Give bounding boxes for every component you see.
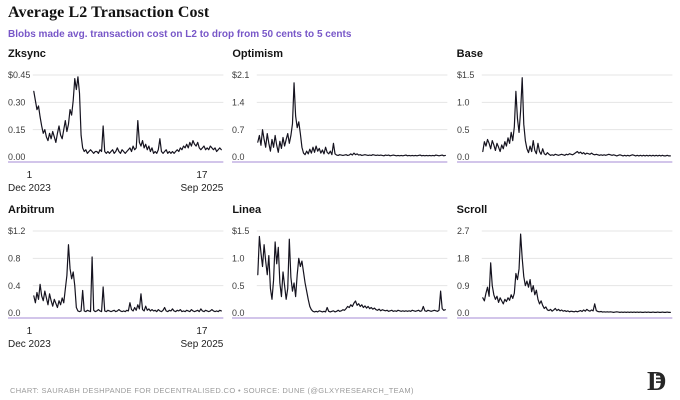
data-line-zksync	[33, 76, 222, 154]
y-tick-label: $0.45	[8, 70, 30, 80]
y-tick-label: 0.9	[457, 281, 469, 291]
x-axis-end: 17 Sep 2025	[181, 326, 224, 354]
x-label-end: Sep 2025	[180, 339, 224, 350]
x-label-start: Dec 2023	[8, 339, 51, 350]
y-tick-label: 0.0	[8, 308, 20, 318]
y-tick-label: 0.0	[232, 152, 244, 162]
line-chart-linea: $1.5 1.0 0.5 0.0	[232, 226, 448, 319]
x-tick-end: 17	[196, 326, 208, 337]
y-tick-label: 1.4	[232, 98, 244, 108]
footer: CHART: SAURABH DESHPANDE FOR DECENTRALIS…	[10, 365, 672, 395]
x-axis-start: 1 Dec 2023	[8, 326, 51, 354]
x-axis-end: 17 Sep 2025	[181, 170, 224, 198]
panel-title-zksync: Zksync	[8, 48, 46, 60]
x-label-end: Sep 2025	[180, 183, 224, 194]
x-label-start: Dec 2023	[8, 183, 51, 194]
y-tick-label: 0.5	[457, 125, 469, 135]
x-tick-start: 1	[26, 170, 33, 181]
chart-panel-linea: Linea $1.5 1.0 0.5 0.0	[232, 204, 448, 323]
x-tick-start: 1	[26, 326, 33, 337]
y-tick-label: 0.7	[232, 125, 244, 135]
y-tick-label: 0.0	[457, 152, 469, 162]
y-tick-label: 0.30	[8, 98, 25, 108]
y-tick-label: 0.5	[232, 281, 244, 291]
line-chart-optimism: $2.1 1.4 0.7 0.0	[232, 70, 448, 163]
y-tick-label: $1.5	[232, 226, 249, 236]
chart-subtitle: Blobs made avg. transaction cost on L2 t…	[8, 29, 352, 40]
y-tick-label: 1.0	[232, 254, 244, 264]
chart-panel-scroll: Scroll 2.7 1.8 0.9 0.0	[456, 204, 672, 323]
panel-title-linea: Linea	[232, 204, 262, 216]
chart-panel-optimism: Optimism $2.1 1.4 0.7 0.0	[232, 48, 448, 167]
svg-text:D: D	[647, 366, 667, 395]
chart-title: Average L2 Transaction Cost	[8, 4, 210, 21]
chart-panel-zksync: Zksync $0.45 0.30 0.15 0.00 1 Dec 2023 17 Sep 20…	[8, 48, 224, 198]
panel-title-arbitrum: Arbitrum	[8, 204, 55, 216]
data-line-linea	[257, 235, 447, 313]
x-axis-zksync: 1 Dec 2023 17 Sep 2025	[8, 170, 223, 198]
y-tick-label: 0.0	[232, 308, 244, 318]
chart-panel-arbitrum: Arbitrum $1.2 0.8 0.4 0.0 1 Dec 2023 17 Sep 2025	[8, 204, 224, 354]
panel-title-base: Base	[456, 48, 483, 60]
y-tick-label: $1.2	[8, 226, 25, 236]
line-chart-arbitrum: $1.2 0.8 0.4 0.0	[8, 226, 224, 319]
y-tick-label: 1.8	[457, 254, 469, 264]
y-tick-label: 0.0	[457, 308, 469, 318]
line-chart-scroll: 2.7 1.8 0.9 0.0	[456, 226, 672, 319]
x-tick-end: 17	[196, 170, 208, 181]
line-chart-base: $1.5 1.0 0.5 0.0	[456, 70, 672, 163]
panel-title-scroll: Scroll	[456, 204, 488, 216]
y-tick-label: 2.7	[457, 226, 469, 236]
data-line-arbitrum	[33, 244, 222, 313]
line-chart-zksync: $0.45 0.30 0.15 0.00	[8, 70, 224, 163]
charts-grid: Zksync $0.45 0.30 0.15 0.00 1 Dec 2023 17 Sep 20…	[8, 48, 672, 354]
y-tick-label: $2.1	[232, 70, 249, 80]
x-axis-start: 1 Dec 2023	[8, 170, 51, 198]
decentralised-logo-icon: D	[647, 366, 667, 395]
x-axis-arbitrum: 1 Dec 2023 17 Sep 2025	[8, 326, 223, 354]
panel-title-optimism: Optimism	[232, 48, 284, 60]
data-line-optimism	[257, 82, 447, 157]
chart-panel-base: Base $1.5 1.0 0.5 0.0	[456, 48, 672, 167]
data-line-scroll	[481, 233, 671, 313]
y-tick-label: 0.00	[8, 152, 25, 162]
data-line-base	[481, 77, 671, 157]
y-tick-label: 0.15	[8, 125, 25, 135]
y-tick-label: $1.5	[457, 70, 474, 80]
credit-line: CHART: SAURABH DESHPANDE FOR DECENTRALIS…	[10, 386, 414, 395]
y-tick-label: 0.4	[8, 281, 20, 291]
y-tick-label: 0.8	[8, 254, 20, 264]
y-tick-label: 1.0	[457, 98, 469, 108]
